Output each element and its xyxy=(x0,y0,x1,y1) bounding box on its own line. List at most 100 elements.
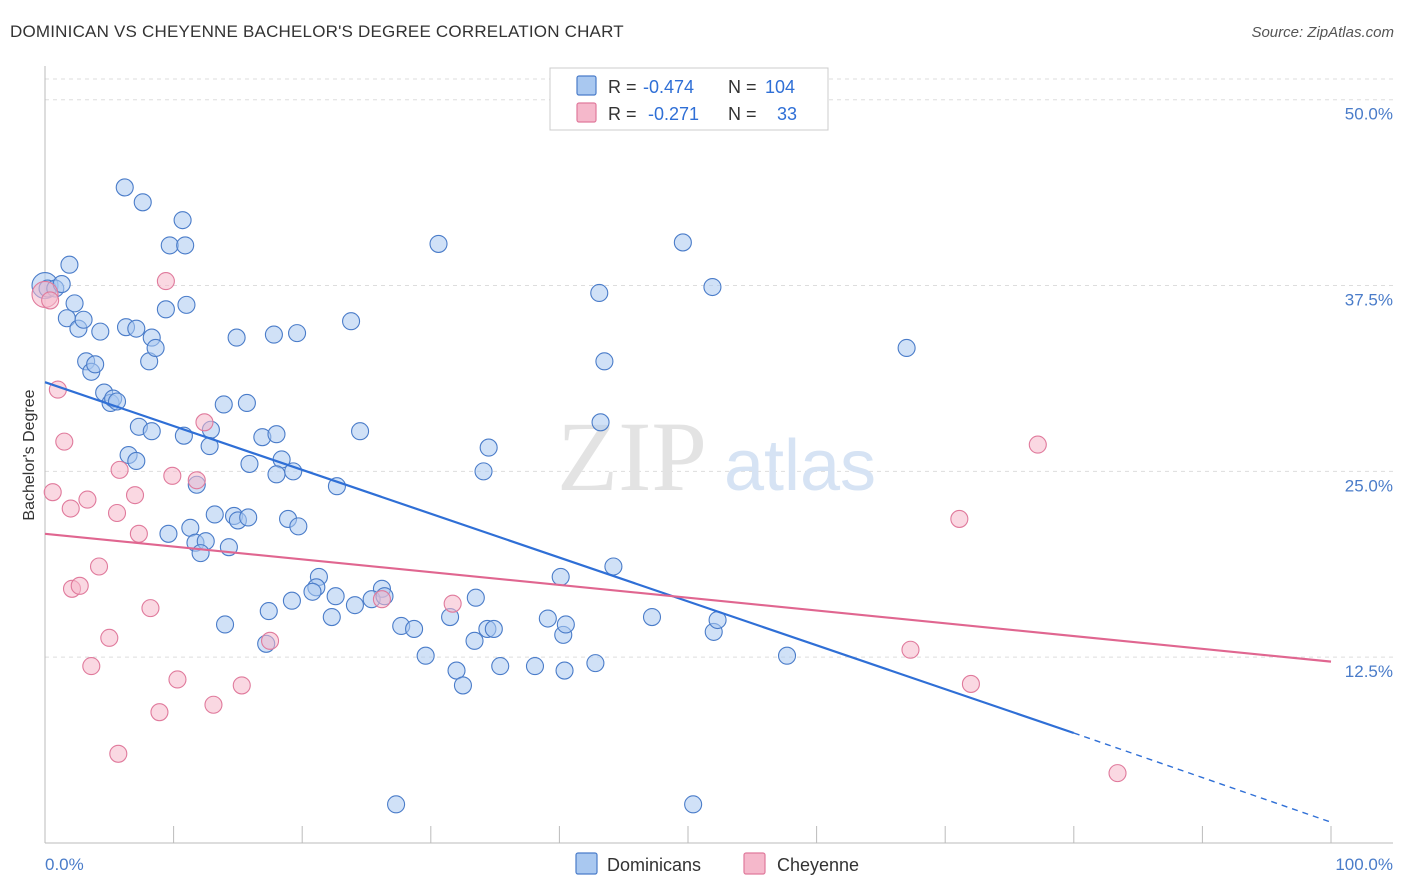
cheyenne-point xyxy=(129,524,148,543)
dominican-point xyxy=(342,312,361,331)
cheyenne-point xyxy=(168,670,187,689)
dominican-point xyxy=(282,591,301,610)
cheyenne-point xyxy=(78,490,97,509)
y-tick-labels: 12.5% 25.0% 37.5% 50.0% xyxy=(1345,105,1393,681)
dominican-point xyxy=(642,607,662,627)
dominican-point xyxy=(156,300,175,319)
cheyenne-point xyxy=(61,499,80,518)
dominican-point xyxy=(684,795,703,814)
cheyenne-point xyxy=(232,676,251,695)
dominican-point xyxy=(466,588,485,607)
cheyenne-point xyxy=(109,744,128,763)
cheyenne-point xyxy=(156,272,175,291)
bottom-legend-swatch-cheyenne xyxy=(743,852,766,875)
cheyenne-point xyxy=(43,483,62,502)
axes xyxy=(44,66,1393,844)
dominican-point xyxy=(777,646,797,665)
dominican-point xyxy=(484,619,503,638)
dominican-point xyxy=(214,395,233,414)
dominican-point xyxy=(74,310,93,329)
dominican-point xyxy=(555,661,574,680)
cheyenne-point xyxy=(1108,764,1127,783)
dominican-point xyxy=(60,255,79,274)
dominican-point xyxy=(264,325,283,344)
cheyenne-point xyxy=(41,291,60,310)
y-axis-title: Bachelor's Degree xyxy=(21,389,38,520)
dominicans-trend-line xyxy=(44,381,1075,735)
dominican-point xyxy=(237,393,256,413)
y-tick-label: 12.5% xyxy=(1345,662,1393,681)
cheyenne-point xyxy=(260,631,280,650)
cheyenne-point xyxy=(901,640,920,659)
dominican-point xyxy=(160,236,179,255)
dominican-point xyxy=(525,657,545,676)
dominican-point xyxy=(86,355,105,374)
dominican-point xyxy=(303,582,322,601)
dominican-point xyxy=(322,607,341,627)
dominican-point xyxy=(453,676,473,695)
dominican-point xyxy=(590,283,609,303)
data-points xyxy=(31,178,1127,814)
chart-title: DOMINICAN VS CHEYENNE BACHELOR'S DEGREE … xyxy=(10,22,624,41)
cheyenne-point xyxy=(141,599,160,618)
dominican-point xyxy=(288,324,307,343)
y-tick-label: 50.0% xyxy=(1345,105,1393,124)
dominican-point xyxy=(267,425,286,444)
legend-r-value: -0.474 xyxy=(643,77,694,97)
dominican-point xyxy=(595,352,614,371)
dominican-point xyxy=(91,322,110,341)
cheyenne-point xyxy=(110,460,129,479)
dominican-point xyxy=(289,517,308,536)
dominican-point xyxy=(65,294,84,313)
dominican-point xyxy=(327,477,346,496)
bottom-legend-dominicans: Dominicans xyxy=(607,855,701,875)
dominican-point xyxy=(586,654,605,673)
cheyenne-point xyxy=(195,413,214,432)
cheyenne-point xyxy=(163,466,182,485)
dominican-point xyxy=(703,277,722,297)
dominican-point xyxy=(177,295,196,314)
cheyenne-point xyxy=(107,503,127,523)
dominican-point xyxy=(176,236,195,255)
cheyenne-point xyxy=(89,557,109,576)
legend-n-label: N = xyxy=(728,77,757,97)
cheyenne-point xyxy=(150,703,169,722)
dominican-point xyxy=(556,615,575,634)
legend-r-label: R = xyxy=(608,77,637,97)
dominican-point xyxy=(127,451,146,471)
cheyenne-point xyxy=(961,674,980,693)
dominican-point xyxy=(538,609,557,628)
cheyenne-point xyxy=(950,509,969,528)
dominican-point xyxy=(146,338,165,358)
legend-n-value: 104 xyxy=(765,77,795,97)
dominican-point xyxy=(345,596,364,615)
top-legend: R = -0.474 N = 104 R = -0.271 N = 33 xyxy=(549,67,829,131)
dominican-point xyxy=(127,319,146,338)
legend-n-value: 33 xyxy=(777,104,797,124)
dominican-point xyxy=(173,211,192,230)
cheyenne-point xyxy=(372,590,391,609)
legend-r-value: -0.271 xyxy=(648,104,699,124)
bottom-legend-cheyenne: Cheyenne xyxy=(777,855,859,875)
cheyenne-point xyxy=(187,471,206,490)
dominican-point xyxy=(604,557,623,576)
dominican-point xyxy=(142,422,161,441)
source-label: Source: ZipAtlas.com xyxy=(1251,24,1394,41)
trend-lines xyxy=(44,381,1332,823)
watermark-zip: ZIP xyxy=(557,401,707,512)
dominican-point xyxy=(551,567,570,586)
cheyenne-point xyxy=(125,486,145,505)
legend-r-label: R = xyxy=(608,104,637,124)
dominican-point xyxy=(491,657,510,676)
dominican-point xyxy=(465,631,484,650)
dominican-point xyxy=(115,178,134,197)
cheyenne-point xyxy=(82,657,101,676)
cheyenne-point xyxy=(70,576,89,595)
legend-swatch-cheyenne xyxy=(576,102,597,123)
cheyenne-trend-line xyxy=(44,532,1332,663)
cheyenne-point xyxy=(443,594,462,613)
dominican-point xyxy=(326,587,345,606)
cheyenne-point xyxy=(55,432,74,451)
dominican-point xyxy=(591,413,610,432)
